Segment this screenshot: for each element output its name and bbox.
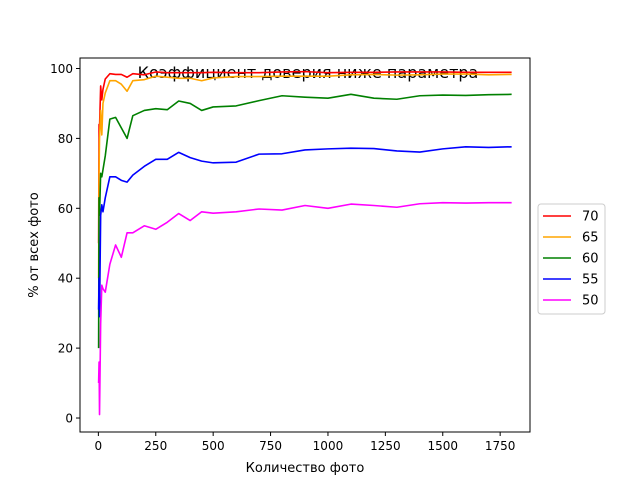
series-line-70 (97, 70, 512, 244)
plot-frame (79, 57, 531, 433)
x-tick-label: 1250 (370, 439, 401, 453)
series-line-60 (97, 93, 512, 349)
x-tick-label: 750 (259, 439, 282, 453)
y-tick-label: 60 (58, 202, 73, 216)
series-layer (97, 70, 512, 416)
x-tick-label: 1000 (313, 439, 344, 453)
legend-label-70: 70 (582, 210, 599, 225)
y-tick-label: 80 (58, 132, 73, 146)
x-tick-label: 1750 (485, 439, 516, 453)
y-tick-label: 20 (58, 342, 73, 356)
series-line-50 (97, 201, 512, 416)
x-tick-label: 0 (95, 439, 103, 453)
y-axis: 0 20 40 60 80 100 (50, 62, 80, 426)
legend-label-55: 55 (582, 273, 599, 288)
x-tick-label: 500 (202, 439, 225, 453)
legend-label-50: 50 (582, 294, 599, 309)
y-axis-label: % от всех фото (27, 192, 42, 297)
x-tick-label: 1500 (427, 439, 458, 453)
legend-frame (537, 203, 606, 315)
legend-label-60: 60 (582, 252, 599, 267)
y-tick-label: 100 (50, 62, 73, 76)
legend: 70 65 60 55 50 (537, 203, 606, 315)
plot-area: 0 250 500 750 1000 1250 1500 1750 0 20 40 60 80 100 (50, 57, 531, 453)
series-line-55 (97, 145, 512, 318)
series-line-65 (97, 73, 512, 279)
x-axis-label: Количество фото (246, 461, 365, 476)
x-axis: 0 250 500 750 1000 1250 1500 1750 (95, 432, 516, 453)
legend-label-65: 65 (582, 231, 599, 246)
y-tick-label: 40 (58, 272, 73, 286)
x-tick-label: 250 (144, 439, 167, 453)
y-tick-label: 0 (65, 412, 73, 426)
